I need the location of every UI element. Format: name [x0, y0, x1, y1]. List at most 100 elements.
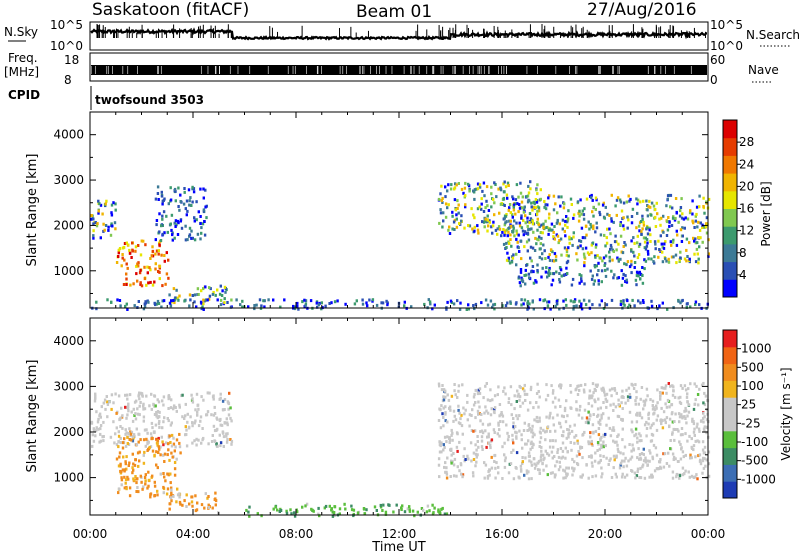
echo-cell	[636, 440, 639, 444]
echo-cell	[705, 200, 708, 204]
echo-cell	[202, 298, 205, 302]
echo-cell	[553, 225, 556, 228]
echo-cell	[652, 260, 655, 264]
x-tick-label: 08:00	[279, 527, 314, 541]
echo-cell	[486, 220, 489, 224]
echo-cell	[476, 224, 479, 228]
echo-cell	[138, 271, 142, 275]
echo-cell	[582, 213, 586, 217]
echo-cell	[229, 406, 232, 410]
freq-panel: Freq. [MHz] 18 8 60 0 Nave	[4, 51, 779, 87]
echo-cell	[344, 302, 347, 306]
echo-cell	[441, 412, 444, 416]
echo-cell	[654, 225, 658, 228]
echo-cell	[657, 255, 660, 259]
echo-cell	[128, 427, 131, 431]
echo-cell	[114, 208, 117, 212]
echo-cell	[548, 414, 551, 418]
cpid-panel: CPID twofsound 3503	[8, 86, 204, 110]
echo-cell	[578, 388, 581, 392]
echo-cell	[218, 397, 221, 401]
echo-cell	[692, 221, 695, 225]
echo-cell	[605, 236, 608, 240]
echo-cell	[474, 388, 477, 392]
echo-cell	[545, 266, 548, 270]
echo-cell	[613, 387, 616, 390]
echo-cell	[455, 474, 458, 478]
echo-cell	[455, 225, 459, 229]
colorbar-tick-label: 1000	[741, 342, 772, 356]
echo-cell	[557, 241, 560, 245]
echo-cell	[617, 450, 620, 454]
echo-cell	[473, 225, 476, 229]
echo-cell	[661, 245, 664, 249]
echo-cell	[456, 396, 459, 399]
echo-cell	[528, 459, 531, 463]
echo-cell	[640, 232, 643, 236]
echo-cell	[677, 429, 680, 433]
echo-cell	[515, 301, 518, 305]
echo-cell	[648, 226, 651, 230]
echo-cell	[202, 187, 205, 191]
echo-cell	[255, 303, 258, 307]
echo-cell	[272, 298, 275, 302]
echo-cell	[662, 230, 665, 234]
echo-cell	[590, 455, 593, 459]
echo-cell	[637, 299, 640, 303]
echo-cell	[99, 424, 103, 427]
echo-cell	[454, 208, 457, 212]
echo-cell	[169, 496, 173, 500]
echo-cell	[355, 299, 358, 303]
echo-cell	[120, 470, 123, 474]
echo-cell	[226, 423, 229, 427]
echo-cell	[555, 301, 559, 305]
echo-cell	[579, 198, 582, 202]
echo-cell	[589, 269, 592, 273]
echo-cell	[595, 264, 598, 268]
echo-cell	[558, 278, 561, 281]
echo-cell	[588, 389, 592, 393]
echo-cell	[682, 455, 685, 459]
echo-cell	[630, 449, 633, 453]
echo-cell	[633, 471, 637, 475]
echo-cell	[481, 220, 484, 224]
echo-cell	[625, 278, 628, 282]
echo-cell	[625, 388, 628, 392]
echo-cell	[526, 301, 529, 305]
echo-cell	[597, 202, 601, 206]
echo-cell	[207, 297, 211, 301]
echo-cell	[118, 451, 122, 455]
echo-cell	[659, 458, 662, 461]
echo-cell	[701, 448, 705, 452]
echo-cell	[490, 185, 493, 189]
echo-cell	[509, 238, 512, 242]
echo-cell	[92, 217, 95, 221]
echo-cell	[114, 227, 117, 231]
echo-cell	[573, 304, 576, 308]
echo-cell	[137, 464, 140, 468]
echo-cell	[524, 442, 527, 446]
echo-cell	[459, 417, 462, 421]
echo-cell	[568, 237, 571, 241]
echo-cell	[450, 428, 453, 432]
echo-cell	[675, 243, 679, 247]
echo-cell	[558, 307, 561, 311]
echo-cell	[102, 229, 105, 233]
echo-cell	[641, 266, 644, 269]
echo-cell	[554, 202, 557, 206]
echo-cell	[698, 236, 701, 240]
echo-cell	[531, 219, 534, 223]
echo-cell	[130, 410, 133, 414]
echo-cell	[220, 294, 224, 297]
echo-cell	[503, 459, 507, 463]
echo-cell	[463, 186, 467, 190]
echo-cell	[517, 195, 520, 199]
echo-cell	[667, 257, 670, 261]
echo-cell	[209, 287, 212, 291]
echo-cell	[547, 271, 550, 275]
echo-cell	[197, 210, 200, 214]
echo-cell	[523, 383, 526, 387]
echo-cell	[668, 424, 671, 428]
echo-cell	[445, 307, 448, 311]
echo-cell	[694, 241, 697, 245]
